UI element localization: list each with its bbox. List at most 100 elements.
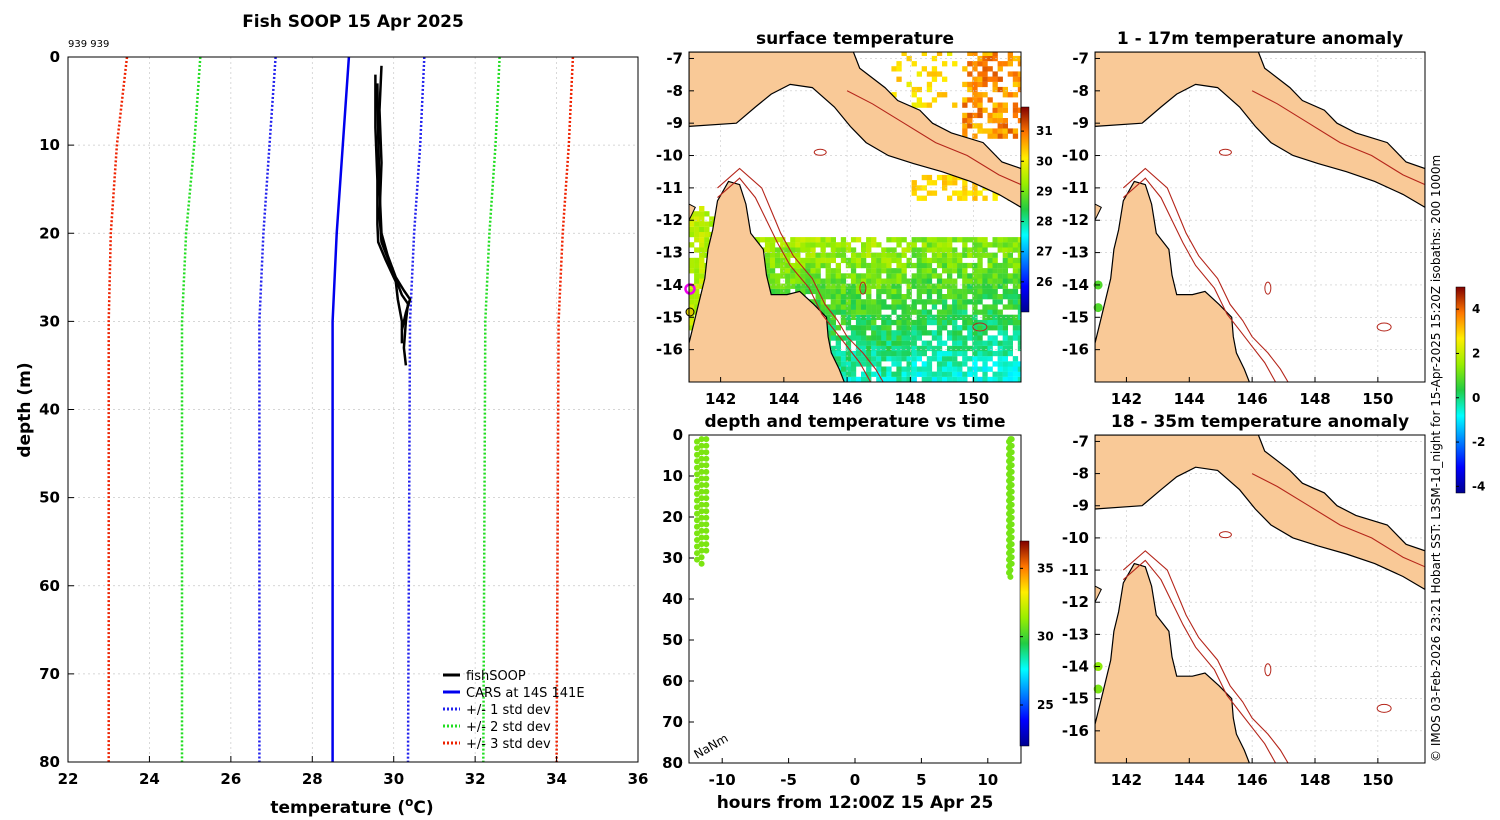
sst-cell [1013, 71, 1018, 76]
sst-cell [937, 320, 942, 325]
sst-cell [932, 284, 937, 289]
sst-cell [831, 273, 836, 278]
sst-cell [962, 372, 967, 377]
sst-cell [775, 279, 780, 284]
sst-cell [790, 279, 795, 284]
sst-cell [952, 268, 957, 273]
sst-cell [871, 284, 876, 289]
sst-cell [826, 237, 831, 242]
sst-cell [902, 294, 907, 299]
sst-cell [871, 330, 876, 335]
sst-cell [957, 191, 962, 196]
sst-cell [977, 113, 982, 118]
sst-cell [836, 284, 841, 289]
sst-cell [846, 258, 851, 263]
sst-cell [982, 237, 987, 242]
sst-cell [816, 273, 821, 278]
depth-time-point [1007, 574, 1013, 580]
depth-time-point [703, 482, 709, 488]
sst-cell [886, 304, 891, 309]
sst-cell [962, 356, 967, 361]
depth-time-axes-box [689, 435, 1021, 763]
sst-cell [876, 242, 881, 247]
depth-time-point [703, 469, 709, 475]
sst-cell [917, 253, 922, 258]
sst-cell [836, 304, 841, 309]
sst-cell [917, 367, 922, 372]
sst-cell [866, 367, 871, 372]
sst-cell [841, 237, 846, 242]
sst-cell [886, 320, 891, 325]
sst-cell [886, 284, 891, 289]
sst-cell [1013, 82, 1018, 87]
sst-cell [902, 253, 907, 258]
sst-cell [942, 310, 947, 315]
sst-cell [962, 273, 967, 278]
sst-cell [851, 361, 856, 366]
sst-cell [836, 268, 841, 273]
sst-cell [977, 108, 982, 113]
sst-cell [891, 268, 896, 273]
sst-cell [977, 284, 982, 289]
sst-cell [927, 87, 932, 92]
sst-cell [866, 325, 871, 330]
sst-cell [917, 284, 922, 289]
sst-cell [1018, 341, 1023, 346]
sst-cell [907, 279, 912, 284]
sst-cell [861, 299, 866, 304]
sst-cell [927, 341, 932, 346]
sst-cell [831, 346, 836, 351]
sst-cell [952, 367, 957, 372]
sst-cell [821, 237, 826, 242]
sst-cell [967, 82, 972, 87]
sst-cell [977, 242, 982, 247]
sst-cell [942, 237, 947, 242]
sst-cell [851, 299, 856, 304]
sst-cell [1008, 279, 1013, 284]
sst-cell [998, 367, 1003, 372]
sst-cell [962, 304, 967, 309]
sst-cell [927, 356, 932, 361]
sst-cell [821, 253, 826, 258]
sst-cell [886, 330, 891, 335]
sst-cell [907, 346, 912, 351]
sst-cell [841, 367, 846, 372]
sst-cell [881, 330, 886, 335]
depth-time-point [1009, 436, 1015, 442]
sst-cell [917, 325, 922, 330]
sst-cell [1013, 247, 1018, 252]
sst-cell [922, 289, 927, 294]
sst-cell [841, 351, 846, 356]
sst-cell [982, 108, 987, 113]
sst-cell [962, 242, 967, 247]
depth-time-point [703, 535, 709, 541]
sst-cell [922, 263, 927, 268]
sst-cell [982, 310, 987, 315]
sst-cell [922, 346, 927, 351]
sst-cell [977, 279, 982, 284]
sst-cell [816, 237, 821, 242]
sst-cell [952, 258, 957, 263]
sst-cell [891, 237, 896, 242]
sst-cell [947, 361, 952, 366]
sst-cell [699, 247, 704, 252]
profile-ytick-label: 50 [39, 489, 60, 507]
sst-cell [896, 237, 901, 242]
anomaly-map-2-xtick-label: 150 [1362, 771, 1393, 789]
sst-cell [988, 304, 993, 309]
sst-cell [694, 258, 699, 263]
sst-cell [896, 263, 901, 268]
sst-cell [790, 242, 795, 247]
sst-cell [922, 279, 927, 284]
sst-cell [1008, 273, 1013, 278]
sst-cell [861, 258, 866, 263]
sst-cell [962, 279, 967, 284]
sst-cell [871, 258, 876, 263]
sst-cell [962, 284, 967, 289]
sst-cell [856, 304, 861, 309]
sst-cell [927, 367, 932, 372]
sst-cell [846, 299, 851, 304]
sst-cell [1018, 367, 1023, 372]
sst-cell [993, 134, 998, 139]
sst-cell [881, 268, 886, 273]
